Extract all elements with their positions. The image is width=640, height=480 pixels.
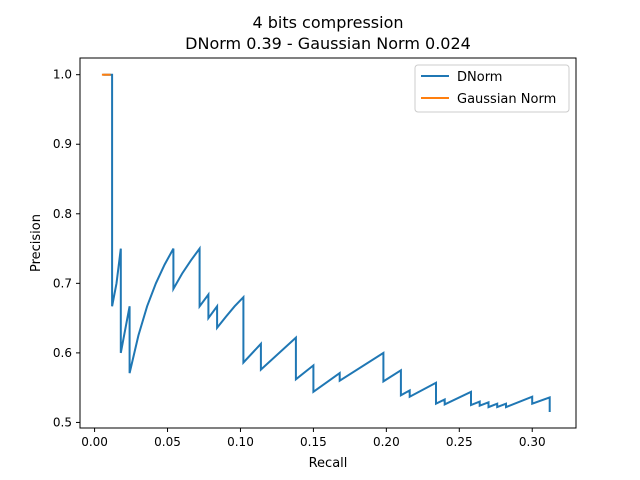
x-axis-label: Recall [309, 456, 348, 471]
legend-box [414, 64, 570, 113]
series-layer [101, 73, 551, 412]
legend: DNorm Gaussian Norm [414, 64, 570, 113]
chart-subtitle: DNorm 0.39 - Gaussian Norm 0.024 [185, 34, 471, 53]
x-axis-ticks: 0.00 0.05 0.10 0.15 0.20 0.25 0.30 [81, 428, 546, 449]
y-tick-label: 0.7 [53, 276, 72, 290]
y-axis-label: Precision [29, 214, 44, 272]
series-line-dnorm [103, 73, 551, 412]
x-tick-label: 0.10 [227, 435, 254, 449]
y-tick-label: 0.9 [53, 137, 72, 151]
x-tick-label: 0.00 [81, 435, 108, 449]
legend-label-gaussian-norm: Gaussian Norm [457, 92, 556, 107]
x-tick-label: 0.30 [519, 435, 546, 449]
y-tick-label: 0.5 [53, 415, 72, 429]
y-tick-label: 1.0 [53, 68, 72, 82]
x-tick-label: 0.20 [373, 435, 400, 449]
plot-frame [79, 57, 577, 429]
x-tick-label: 0.15 [300, 435, 327, 449]
y-tick-label: 0.6 [53, 346, 72, 360]
chart-title: 4 bits compression [252, 13, 403, 32]
x-tick-label: 0.05 [154, 435, 181, 449]
y-tick-label: 0.8 [53, 207, 72, 221]
y-axis-ticks: 0.5 0.6 0.7 0.8 0.9 1.0 [53, 68, 80, 429]
legend-label-dnorm: DNorm [457, 70, 502, 85]
x-tick-label: 0.25 [446, 435, 473, 449]
